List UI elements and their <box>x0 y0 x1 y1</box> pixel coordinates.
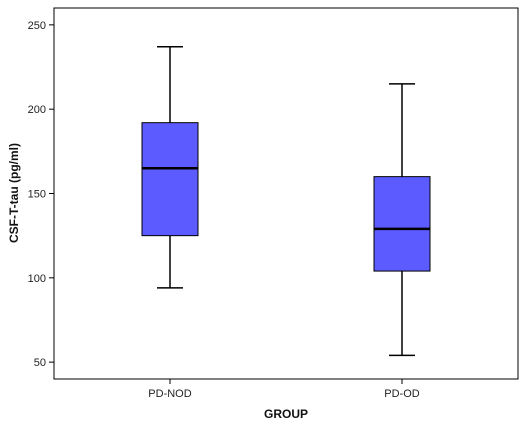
x-axis-ticks: PD-NOD PD-OD <box>148 379 420 400</box>
x-axis-title: GROUP <box>264 407 308 421</box>
plot-frame <box>53 7 519 380</box>
box-pd-od <box>373 83 431 357</box>
y-tick-label: 200 <box>28 104 46 116</box>
x-tick-label: PD-OD <box>384 388 420 400</box>
y-tick-label: 150 <box>28 189 46 201</box>
x-tick-label: PD-NOD <box>148 388 191 400</box>
box-pd-nod <box>141 46 199 289</box>
y-axis-ticks: 50 100 150 200 250 <box>28 20 54 369</box>
y-tick-label: 100 <box>28 273 46 285</box>
y-tick-label: 250 <box>28 20 46 32</box>
iqr-box <box>141 122 199 237</box>
y-axis-title: CSF-T-tau (pg/ml) <box>7 143 21 243</box>
iqr-box <box>373 176 431 272</box>
y-tick-label: 50 <box>34 357 46 369</box>
box-series <box>141 46 431 357</box>
